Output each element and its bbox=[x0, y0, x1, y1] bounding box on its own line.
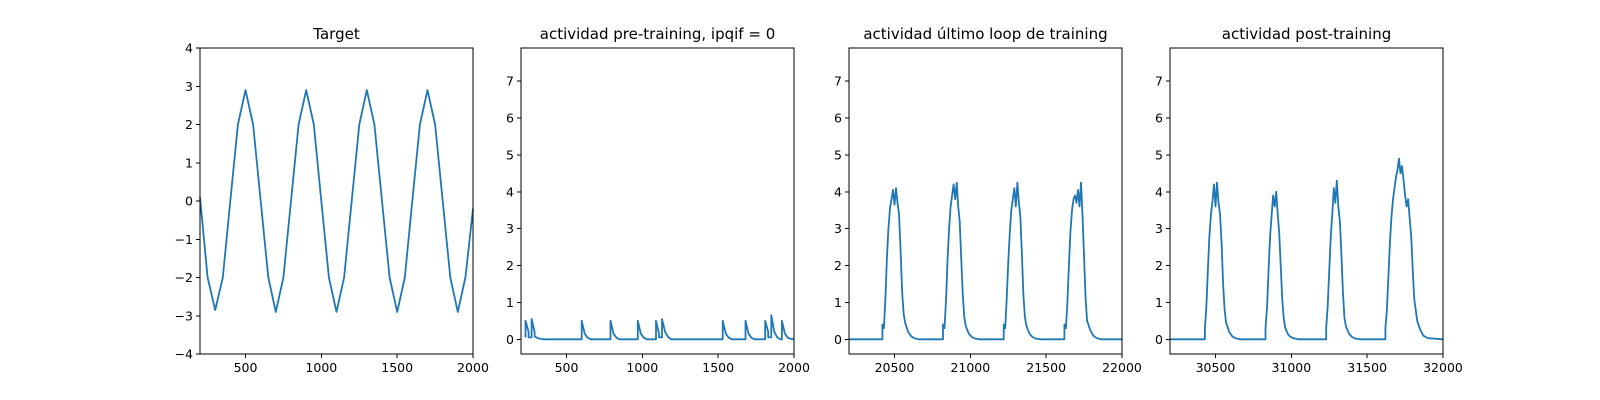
y-tick-label: 0 bbox=[834, 332, 842, 347]
y-tick-label: 6 bbox=[506, 111, 514, 126]
y-tick-label: 1 bbox=[185, 155, 193, 170]
y-tick-label: 7 bbox=[1155, 74, 1163, 89]
post-training-panel: 30500 31000 31500 32000 0 1 2 3 4 5 6 7 actividad po… bbox=[1155, 25, 1463, 375]
y-tick-label: 3 bbox=[506, 221, 514, 236]
chart-title: actividad último loop de training bbox=[863, 25, 1107, 43]
y-tick-label: 2 bbox=[1155, 258, 1163, 273]
chart-title: actividad pre-training, ipqif = 0 bbox=[540, 25, 776, 43]
plot-frame bbox=[520, 47, 795, 355]
x-tick-label: 2000 bbox=[778, 360, 810, 375]
plot-frame bbox=[848, 47, 1123, 355]
y-tick-label: 0 bbox=[506, 332, 514, 347]
x-tick-label: 1500 bbox=[381, 360, 413, 375]
series-line bbox=[849, 181, 1122, 341]
y-tick-label: 5 bbox=[834, 147, 842, 162]
y-tick-label: −3 bbox=[175, 308, 193, 323]
x-tick-label: 30500 bbox=[1196, 360, 1236, 375]
x-tick-label: 32000 bbox=[1423, 360, 1463, 375]
chart-title: Target bbox=[312, 25, 360, 43]
x-tick-label: 21000 bbox=[950, 360, 990, 375]
series-line bbox=[524, 314, 795, 341]
y-tick-label: 7 bbox=[506, 74, 514, 89]
x-tick-label: 1000 bbox=[626, 360, 658, 375]
y-tick-label: −1 bbox=[175, 232, 193, 247]
y-tick-label: 6 bbox=[834, 111, 842, 126]
y-tick-label: 4 bbox=[506, 184, 514, 199]
target-panel: 500 1000 1500 2000 −4 −3 −2 −1 0 1 2 3 4 Target bbox=[175, 25, 489, 375]
y-tick-label: 5 bbox=[1155, 147, 1163, 162]
y-tick-label: 7 bbox=[834, 74, 842, 89]
y-tick-label: 0 bbox=[1155, 332, 1163, 347]
y-tick-label: 3 bbox=[834, 221, 842, 236]
x-tick-label: 1500 bbox=[702, 360, 734, 375]
y-tick-label: 4 bbox=[1155, 184, 1163, 199]
x-tick-label: 21500 bbox=[1026, 360, 1066, 375]
y-tick-label: −4 bbox=[175, 347, 193, 362]
series-line bbox=[199, 89, 474, 313]
y-tick-label: 0 bbox=[185, 194, 193, 209]
x-tick-label: 22000 bbox=[1102, 360, 1142, 375]
x-tick-label: 1000 bbox=[305, 360, 337, 375]
y-tick-label: 6 bbox=[1155, 111, 1163, 126]
x-tick-label: 31500 bbox=[1347, 360, 1387, 375]
plot-frame bbox=[1169, 47, 1444, 355]
pre-training-panel: 500 1000 1500 2000 0 1 2 3 4 5 6 7 actividad pre-tra… bbox=[506, 25, 810, 375]
x-tick-label: 2000 bbox=[457, 360, 489, 375]
y-tick-label: −2 bbox=[175, 270, 193, 285]
y-tick-label: 1 bbox=[834, 295, 842, 310]
y-tick-label: 4 bbox=[185, 41, 193, 56]
y-tick-label: 1 bbox=[506, 295, 514, 310]
chart-title: actividad post-training bbox=[1222, 25, 1391, 43]
y-tick-label: 2 bbox=[834, 258, 842, 273]
y-tick-label: 2 bbox=[506, 258, 514, 273]
y-tick-label: 3 bbox=[1155, 221, 1163, 236]
x-tick-label: 500 bbox=[555, 360, 579, 375]
x-tick-label: 31000 bbox=[1271, 360, 1311, 375]
y-tick-label: 1 bbox=[1155, 295, 1163, 310]
y-tick-label: 3 bbox=[185, 79, 193, 94]
y-tick-label: 4 bbox=[834, 184, 842, 199]
last-training-loop-panel: 20500 21000 21500 22000 0 1 2 3 4 5 6 7 actividad úl… bbox=[834, 25, 1142, 375]
y-tick-label: 5 bbox=[506, 147, 514, 162]
x-tick-label: 500 bbox=[234, 360, 258, 375]
x-tick-label: 20500 bbox=[875, 360, 915, 375]
series-line bbox=[1170, 157, 1444, 341]
y-tick-label: 2 bbox=[185, 117, 193, 132]
